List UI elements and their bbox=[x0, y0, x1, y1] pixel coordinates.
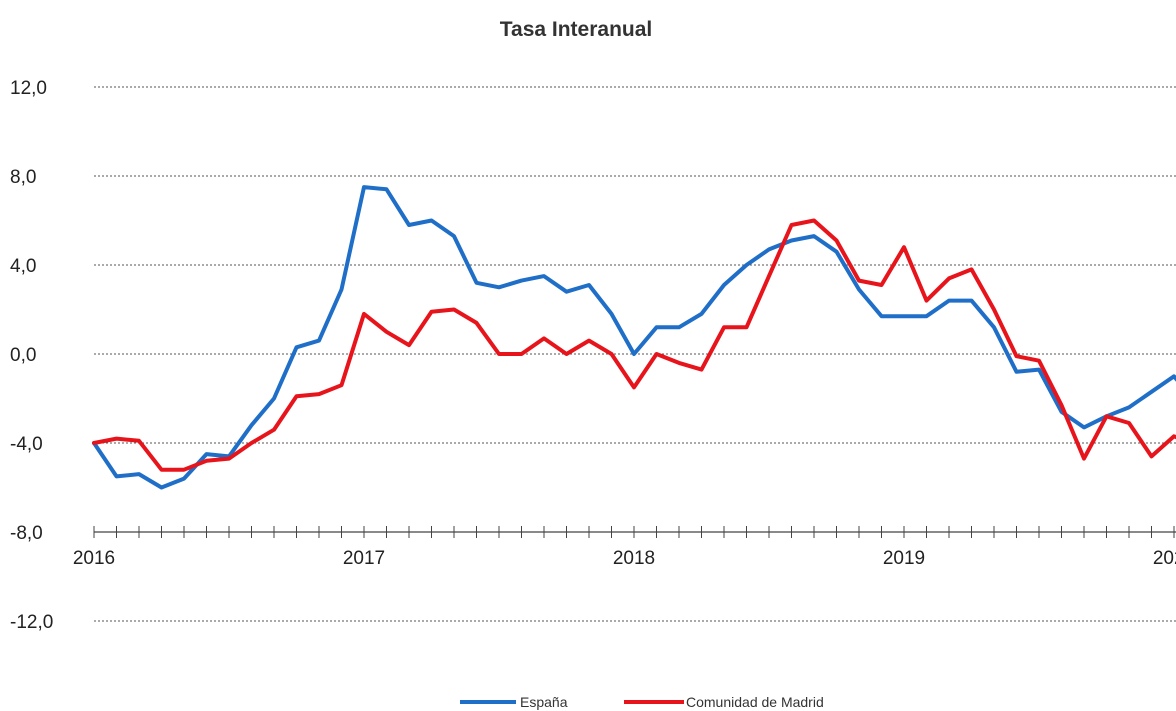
y-tick-label: -8,0 bbox=[10, 523, 43, 544]
y-tick-label: 8,0 bbox=[10, 167, 36, 188]
y-tick-label: 4,0 bbox=[10, 256, 36, 277]
x-axis: 2016 2017 2018 2019 2020 bbox=[73, 526, 1176, 569]
gridlines bbox=[94, 86, 1176, 622]
y-tick-label: -4,0 bbox=[10, 434, 43, 455]
series-line-espana bbox=[92, 185, 1176, 490]
y-tick-label: 0,0 bbox=[10, 345, 36, 366]
y-tick-label: -12,0 bbox=[10, 612, 53, 633]
x-tick-label: 2018 bbox=[613, 548, 655, 569]
y-axis-tick-labels: 12,0 8,0 4,0 0,0 -4,0 -8,0 -12,0 bbox=[10, 78, 53, 633]
chart-title: Tasa Interanual bbox=[500, 18, 653, 41]
legend-label: Comunidad de Madrid bbox=[686, 694, 824, 710]
x-tick-label: 2016 bbox=[73, 548, 115, 569]
series-line-comunidad-de-madrid bbox=[92, 218, 1176, 472]
legend: España Comunidad de Madrid bbox=[460, 694, 824, 710]
x-tick-label: 2020 bbox=[1153, 548, 1176, 569]
y-tick-label: 12,0 bbox=[10, 78, 47, 99]
x-tick-label: 2019 bbox=[883, 548, 925, 569]
series-lines bbox=[92, 185, 1176, 490]
x-tick-label: 2017 bbox=[343, 548, 385, 569]
legend-label: España bbox=[520, 694, 568, 710]
